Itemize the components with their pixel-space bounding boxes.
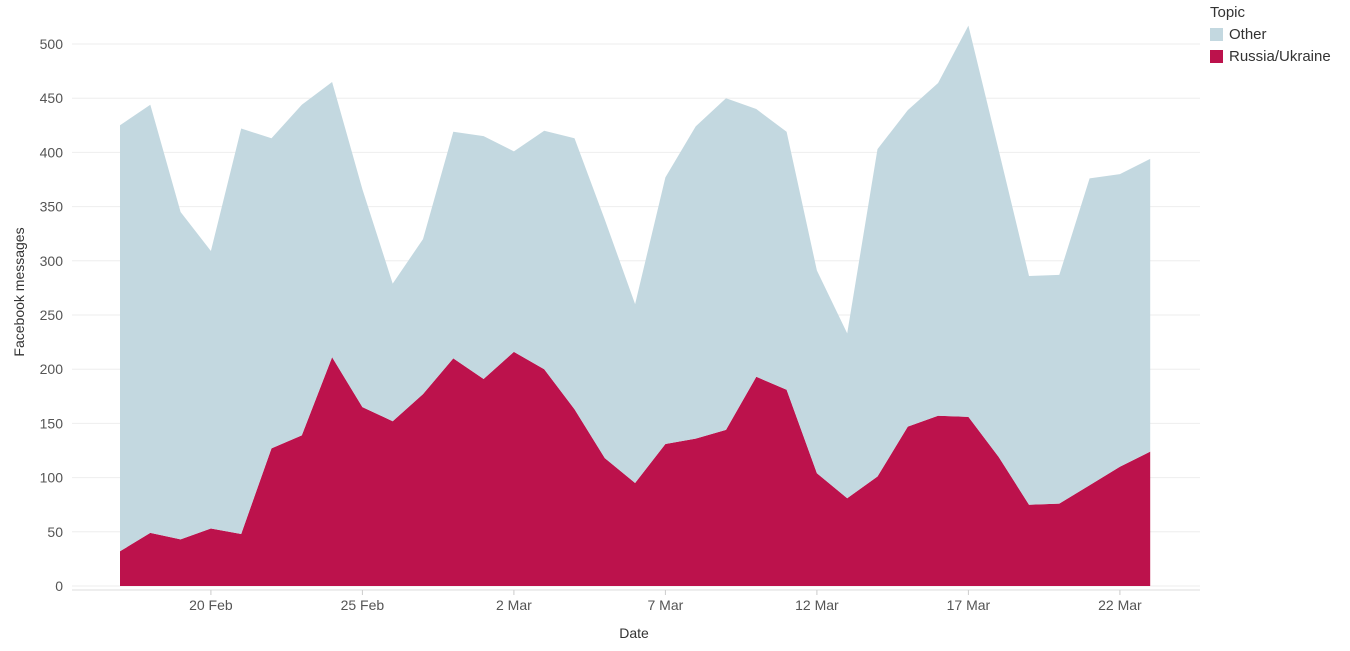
legend-swatch-russia-ukraine: [1210, 49, 1223, 63]
stacked-areas: [120, 25, 1151, 586]
y-tick-label: 0: [55, 578, 63, 594]
area-russia-ukraine[interactable]: [120, 351, 1151, 586]
legend-title: Topic: [1210, 4, 1246, 21]
x-tick-label: 17 Mar: [947, 597, 991, 613]
x-tick-label: 20 Feb: [189, 597, 233, 613]
x-axis-title: Date: [619, 625, 649, 641]
y-tick-label: 150: [40, 415, 64, 431]
y-axis-ticks: 0 50 100 150 200 250 300 350 400 450 500: [40, 36, 64, 594]
x-tick-label: 25 Feb: [341, 597, 385, 613]
x-axis-ticks: 20 Feb 25 Feb 2 Mar 7 Mar 12 Mar 17 Mar 22 Mar: [189, 590, 1142, 613]
x-tick-label: 12 Mar: [795, 597, 839, 613]
y-tick-label: 250: [40, 307, 64, 323]
y-tick-label: 300: [40, 253, 64, 269]
y-tick-label: 400: [40, 144, 64, 160]
legend-label-russia-ukraine: Russia/Ukraine: [1229, 47, 1331, 65]
legend-swatch-other: [1210, 27, 1223, 41]
x-tick-label: 22 Mar: [1098, 597, 1142, 613]
y-tick-label: 450: [40, 90, 64, 106]
x-tick-label: 2 Mar: [496, 597, 532, 613]
y-axis-title: Facebook messages: [11, 227, 27, 356]
y-tick-label: 100: [40, 470, 64, 486]
x-tick-label: 7 Mar: [648, 597, 684, 613]
area-other[interactable]: [120, 25, 1151, 552]
y-tick-label: 200: [40, 361, 64, 377]
y-tick-label: 50: [47, 524, 63, 540]
y-tick-label: 350: [40, 199, 64, 215]
legend-item-russia-ukraine[interactable]: Russia/Ukraine: [1210, 45, 1331, 67]
y-tick-label: 500: [40, 36, 64, 52]
legend-item-other[interactable]: Other: [1210, 23, 1331, 45]
legend-label-other: Other: [1229, 25, 1267, 43]
legend: Topic Other Russia/Ukraine: [1210, 4, 1331, 67]
